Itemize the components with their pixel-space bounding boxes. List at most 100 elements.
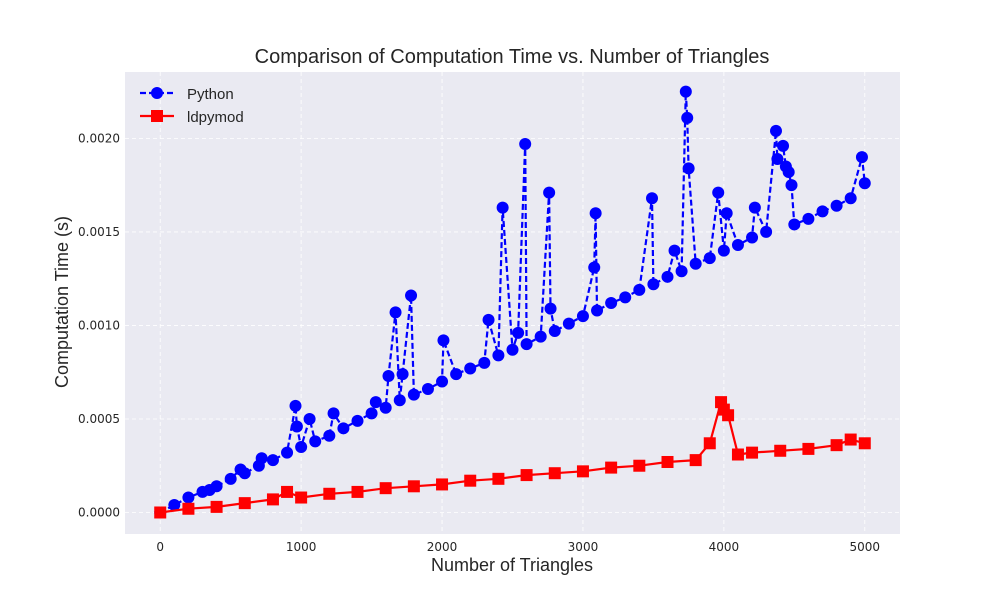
point-python-55	[633, 283, 646, 296]
point-python-72	[760, 225, 773, 238]
point-python-80	[802, 212, 815, 225]
point-python-33	[437, 334, 450, 347]
point-python-22	[365, 407, 378, 420]
point-python-25	[382, 369, 395, 382]
tick-labels: 0 1000 2000 3000 4000 5000 0.0000 0.0005 0.0010 0…	[78, 131, 880, 554]
legend: Python ldpymod	[140, 86, 244, 126]
point-python-53	[605, 297, 618, 309]
point-python-58	[661, 270, 674, 283]
legend-marker-ldpymod	[151, 110, 163, 122]
point-ldpymod-31	[858, 437, 871, 450]
point-python-46	[544, 302, 557, 315]
point-python-68	[720, 207, 733, 220]
point-python-8	[238, 467, 251, 480]
point-python-36	[478, 356, 491, 369]
point-ldpymod-18	[633, 459, 646, 472]
chart-title: Comparison of Computation Time vs. Numbe…	[255, 46, 770, 68]
point-ldpymod-14	[520, 469, 533, 482]
point-ldpymod-26	[746, 446, 759, 459]
point-python-10	[255, 452, 268, 465]
point-python-2	[182, 491, 195, 504]
point-ldpymod-1	[182, 502, 195, 515]
point-python-20	[337, 422, 350, 435]
point-python-13	[289, 399, 302, 412]
point-python-51	[589, 207, 602, 220]
point-python-83	[844, 192, 857, 205]
x-tick-label-1000: 1000	[286, 540, 317, 554]
point-python-5	[210, 480, 223, 493]
point-python-49	[576, 310, 589, 323]
point-ldpymod-30	[844, 433, 857, 446]
point-python-67	[717, 244, 730, 257]
point-ldpymod-24	[722, 409, 735, 422]
point-ldpymod-13	[492, 472, 505, 485]
y-tick-label-0.0005: 0.0005	[78, 412, 120, 426]
point-python-44	[534, 330, 547, 343]
point-python-42	[519, 138, 532, 151]
point-ldpymod-7	[323, 487, 336, 500]
point-ldpymod-19	[661, 455, 674, 468]
x-axis-label: Number of Triangles	[431, 555, 593, 575]
point-python-35	[464, 362, 477, 375]
point-python-75	[777, 139, 790, 152]
point-ldpymod-6	[295, 491, 308, 504]
point-python-79	[788, 218, 801, 231]
point-python-71	[748, 201, 761, 214]
point-python-18	[323, 429, 336, 442]
point-ldpymod-21	[703, 437, 716, 450]
plot-area	[125, 72, 900, 534]
point-python-64	[689, 257, 702, 270]
point-python-27	[393, 394, 406, 407]
point-python-52	[591, 304, 604, 317]
series-layer	[154, 85, 871, 519]
point-ldpymod-3	[238, 497, 251, 510]
point-ldpymod-12	[464, 474, 477, 487]
point-python-38	[492, 349, 505, 362]
point-python-14	[290, 420, 303, 433]
point-python-63	[682, 162, 695, 175]
point-python-30	[407, 388, 420, 401]
point-python-60	[675, 265, 688, 278]
point-python-28	[396, 368, 409, 381]
x-tick-label-0: 0	[156, 540, 164, 554]
point-python-23	[369, 396, 382, 409]
point-python-40	[506, 343, 519, 356]
point-python-61	[679, 85, 692, 98]
point-python-73	[770, 124, 782, 137]
y-tick-label-0.0010: 0.0010	[78, 318, 120, 332]
point-python-62	[681, 111, 694, 124]
point-python-74	[771, 152, 784, 165]
point-python-12	[281, 446, 294, 459]
point-ldpymod-5	[281, 485, 294, 498]
x-tick-label-5000: 5000	[849, 540, 880, 554]
point-python-54	[619, 291, 632, 304]
point-ldpymod-0	[154, 506, 167, 519]
point-python-81	[816, 205, 829, 218]
point-python-85	[858, 177, 871, 190]
point-python-16	[303, 412, 316, 425]
series-ldpymod	[154, 396, 871, 519]
point-python-45	[543, 186, 556, 199]
point-python-50	[588, 261, 601, 274]
point-python-32	[436, 375, 449, 388]
point-ldpymod-15	[548, 467, 561, 480]
y-tick-label-0.0000: 0.0000	[78, 505, 120, 519]
point-ldpymod-27	[774, 444, 787, 457]
point-python-65	[703, 252, 716, 265]
point-python-1	[168, 499, 181, 512]
point-python-66	[712, 186, 725, 199]
point-python-17	[309, 435, 322, 448]
point-python-77	[782, 166, 795, 179]
point-python-70	[746, 231, 759, 244]
point-python-24	[379, 401, 392, 414]
point-python-31	[421, 383, 434, 396]
point-python-37	[482, 313, 495, 326]
series-python	[154, 85, 871, 519]
x-tick-label-3000: 3000	[568, 540, 599, 554]
point-ldpymod-8	[351, 485, 364, 498]
point-python-59	[668, 244, 681, 257]
legend-entry-ldpymod: ldpymod	[140, 109, 244, 126]
x-tick-label-4000: 4000	[709, 540, 740, 554]
